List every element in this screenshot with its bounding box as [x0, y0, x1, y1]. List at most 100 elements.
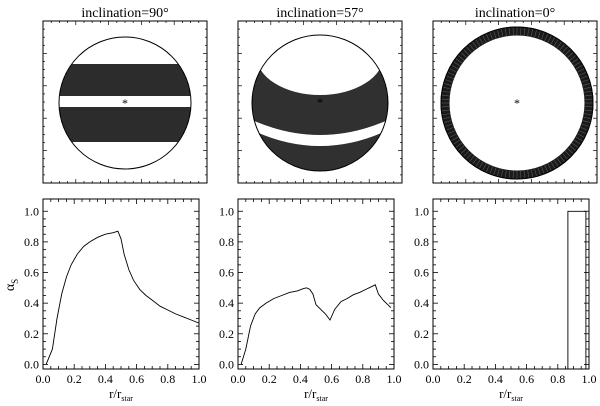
- hatch-line: [527, 170, 530, 179]
- hatch-line: [530, 28, 534, 37]
- x-tick-label: 0.6: [324, 372, 339, 386]
- plot-axes-1: 0.0 0.2 0.4 0.6 0.8 1.0 0.0 0.2 0.4 0.6 0.8 1.0: [219, 199, 402, 386]
- x-tick-label: 0.4: [293, 372, 308, 386]
- hatch-line: [463, 150, 470, 157]
- hatch-line: [534, 29, 537, 38]
- hatch-line: [523, 170, 526, 179]
- x-label-sub-1: star: [316, 394, 328, 403]
- x-tick-label: 1.0: [387, 372, 402, 386]
- hatch-line: [577, 68, 585, 73]
- hatch-line: [482, 163, 487, 171]
- disk-title-1: inclination=57°: [276, 6, 363, 21]
- hatch-line: [573, 139, 581, 145]
- x-axis-label-0: r/rstar: [109, 386, 133, 403]
- y-tick-label: 0.4: [414, 296, 429, 310]
- plot-axes-2: 0.0 0.2 0.4 0.6 0.8 1.0 0.0 0.2 0.4 0.6 0.8 1.0: [414, 199, 597, 386]
- x-tick-label: 1.0: [582, 372, 597, 386]
- hatch-line: [578, 71, 587, 76]
- hatch-line: [478, 161, 484, 169]
- disk-panel-1: inclination=57° *: [237, 6, 403, 184]
- disk-panel-0: inclination=90° *: [42, 6, 208, 184]
- y-tick-label: 0.4: [24, 296, 39, 310]
- hatch-line: [455, 58, 463, 64]
- y-tick-label: 0.8: [219, 235, 234, 249]
- hatch-line: [537, 30, 541, 39]
- hatch-line: [559, 155, 566, 163]
- hatch-line: [550, 161, 556, 169]
- disk-panel-2: inclination=0° *: [432, 6, 598, 184]
- hatch-line: [573, 61, 581, 67]
- series-line-1: [240, 284, 392, 365]
- hatch-line: [534, 168, 537, 177]
- hatch-line: [547, 163, 552, 171]
- hatch-line: [453, 139, 461, 145]
- hatch-line: [508, 170, 511, 179]
- hatch-line: [584, 94, 593, 97]
- disk-frame-ticks-1: [237, 20, 403, 184]
- hatch-line: [575, 136, 583, 142]
- hatch-line: [485, 164, 490, 173]
- hatch-line: [475, 39, 481, 47]
- x-tick-label: 0.0: [231, 372, 246, 386]
- hatch-line: [584, 109, 593, 112]
- disk-title-2: inclination=0°: [475, 6, 555, 21]
- y-tick-label: 0.6: [219, 266, 234, 280]
- hatch-line: [504, 27, 507, 36]
- hatch-line: [478, 37, 484, 45]
- hatch-line: [465, 46, 472, 53]
- hatch-line: [541, 31, 545, 40]
- hatch-line: [445, 127, 454, 131]
- x-tick-label: 0.8: [355, 372, 370, 386]
- star-outline-1: [251, 34, 389, 172]
- y-label-main: α: [3, 283, 18, 291]
- y-tick-label: 0.8: [414, 235, 429, 249]
- y-tick-label: 1.0: [219, 204, 234, 218]
- hatch-line: [571, 58, 579, 64]
- x-label-main-0: r/r: [109, 386, 122, 401]
- hatch-line: [564, 150, 571, 157]
- y-tick-label: 1.0: [24, 204, 39, 218]
- hatch-line: [460, 51, 467, 58]
- x-axis-label-2: r/rstar: [499, 386, 523, 403]
- y-tick-label: 0.6: [414, 266, 429, 280]
- y-tick-label: 0.6: [24, 266, 39, 280]
- hatch-line: [449, 68, 457, 73]
- hatch-line: [457, 54, 465, 61]
- hatch-line: [475, 159, 481, 167]
- star-outline-0: [58, 36, 192, 170]
- hatch-line: [441, 109, 450, 112]
- plot-axes-0: 0.0 0.2 0.4 0.6 0.8 1.0 0.0 0.2 0.4 0.6 0.8 1.0: [24, 199, 207, 386]
- x-label-sub-0: star: [121, 394, 133, 403]
- plot-panel-1: 0.0 0.2 0.4 0.6 0.8 1.0 0.0 0.2 0.4 0.6 0.8 1.0: [219, 198, 402, 386]
- hatch-line: [451, 136, 459, 142]
- hatch-line: [553, 39, 559, 47]
- hatch-line: [530, 169, 534, 178]
- hatch-line: [442, 86, 451, 90]
- disk-frame-ticks-2: [432, 20, 598, 184]
- hatch-line: [465, 153, 472, 160]
- disk-top-cap-1: [256, 35, 384, 95]
- svg-text:r/rstar: r/rstar: [304, 386, 328, 403]
- x-label-sub-2: star: [511, 394, 523, 403]
- y-tick-label: 0.2: [414, 327, 429, 341]
- y-tick-label: 0.0: [414, 357, 429, 371]
- hatch-line: [500, 28, 504, 37]
- hatch-line: [537, 167, 541, 176]
- hatch-line: [562, 46, 569, 53]
- hatch-line: [567, 51, 574, 58]
- y-tick-label: 0.2: [219, 327, 234, 341]
- hatch-line: [559, 43, 566, 51]
- hatch-line: [497, 168, 500, 177]
- star-marker-2: *: [514, 96, 520, 110]
- x-tick-label: 0.0: [36, 372, 51, 386]
- disk-frame-ticks-0: [42, 20, 208, 184]
- x-tick-label: 0.6: [129, 372, 144, 386]
- hatch-line: [447, 71, 456, 76]
- hatch-line: [582, 83, 591, 86]
- x-tick-label: 0.4: [98, 372, 113, 386]
- hatch-line: [449, 133, 457, 138]
- disk-title-0: inclination=90°: [81, 6, 168, 21]
- hatch-line: [581, 123, 590, 127]
- hatch-line: [444, 123, 453, 127]
